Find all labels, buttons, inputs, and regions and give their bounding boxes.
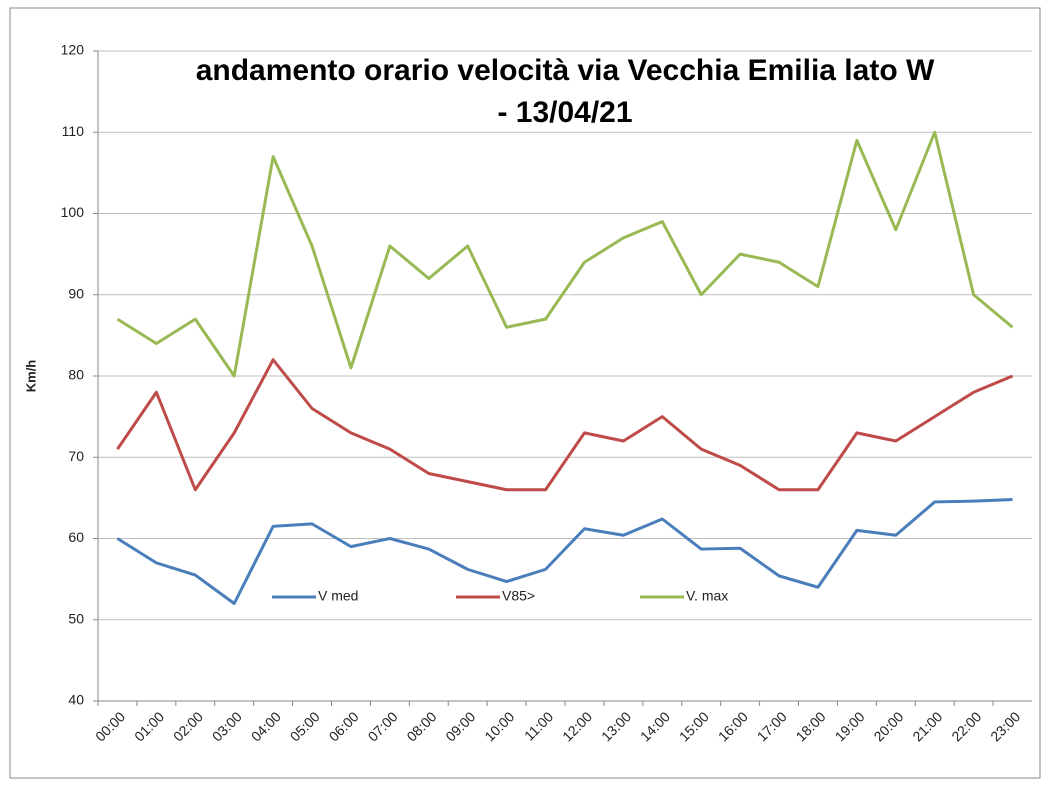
x-tick-label: 05:00 (287, 708, 323, 744)
x-tick-label: 04:00 (248, 708, 284, 744)
y-tick-label: 110 (62, 123, 85, 139)
x-tick-label: 20:00 (870, 708, 906, 744)
x-tick-label: 13:00 (598, 708, 634, 744)
x-tick-label: 00:00 (92, 708, 128, 744)
x-tick-label: 09:00 (442, 708, 478, 744)
x-tick-label: 14:00 (637, 708, 673, 744)
y-tick-label: 80 (68, 367, 84, 383)
y-axis-label: Km/h (23, 360, 38, 393)
y-tick-label: 40 (68, 692, 84, 708)
y-tick-label: 50 (68, 610, 84, 626)
x-tick-label: 06:00 (326, 708, 362, 744)
x-tick-label: 22:00 (948, 708, 984, 744)
legend-label: V. max (686, 588, 728, 604)
series-line (116, 130, 1014, 378)
y-tick-label: 60 (68, 529, 84, 545)
chart-title: - 13/04/21 (497, 96, 632, 129)
x-tick-label: 07:00 (365, 708, 401, 744)
x-tick-label: 15:00 (676, 708, 712, 744)
y-tick-label: 120 (61, 42, 85, 58)
y-tick-label: 70 (68, 448, 84, 464)
x-tick-label: 03:00 (209, 708, 245, 744)
chart-frame (9, 7, 1041, 779)
x-tick-label: 17:00 (754, 708, 790, 744)
x-tick-label: 08:00 (403, 708, 439, 744)
x-tick-label: 01:00 (131, 708, 167, 744)
chart-title: andamento orario velocità via Vecchia Em… (196, 54, 935, 87)
x-tick-label: 23:00 (987, 708, 1023, 744)
legend-label: V med (318, 588, 358, 604)
x-tick-label: 21:00 (909, 708, 945, 744)
x-tick-label: 02:00 (170, 708, 206, 744)
series-line (116, 358, 1014, 492)
x-tick-label: 10:00 (481, 708, 517, 744)
x-tick-label: 18:00 (793, 708, 829, 744)
y-tick-label: 90 (68, 285, 84, 301)
series-line (116, 498, 1013, 605)
x-tick-label: 19:00 (832, 708, 868, 744)
x-tick-label: 12:00 (559, 708, 595, 744)
x-tick-label: 16:00 (715, 708, 751, 744)
x-tick-label: 11:00 (521, 708, 557, 744)
y-tick-label: 100 (61, 204, 85, 220)
legend-label: V85> (502, 588, 535, 604)
